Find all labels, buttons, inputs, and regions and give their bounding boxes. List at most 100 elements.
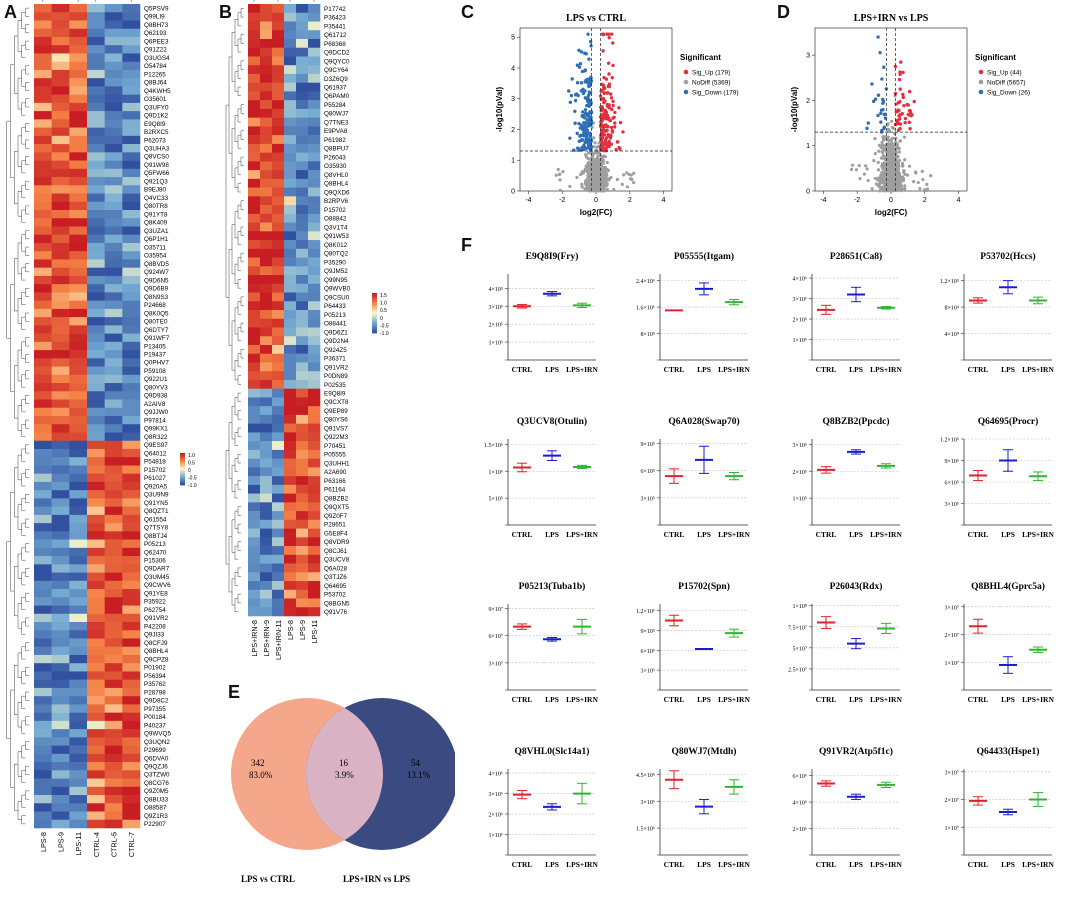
point-nodiff [597,141,601,145]
heatmap-cell [272,222,285,232]
heatmap-cell [87,531,105,540]
point-nodiff [890,167,894,172]
heatmap-cell [51,589,70,598]
dendrogram-branch [17,191,22,217]
point-sig-down [582,133,586,138]
heatmap-row-label: P61164 [324,487,346,494]
heatmap-cell [308,65,321,75]
point-nodiff [595,169,600,173]
heatmap-row-label: Q922M3 [324,434,349,441]
heatmap-cell [104,267,123,277]
dendrogram-branch [25,419,30,429]
point-nodiff [881,189,885,193]
heatmap-row-label: Q8QZT1 [144,508,169,515]
y-tick-label: 1×10⁸ [793,604,807,610]
heatmap-cell [87,300,105,310]
heatmap-cell [122,622,141,631]
dendrogram-branch [25,246,30,256]
point-nodiff [907,164,912,168]
heatmap-cell [34,605,52,615]
heatmap-cell [122,86,141,95]
point-nodiff [857,164,861,168]
heatmap-cell [248,38,261,49]
legend-gradient-step [372,327,377,330]
y-tick-label: 3×10⁷ [945,605,959,611]
point-nodiff [862,172,867,176]
heatmap-cell [260,257,273,267]
venn-left-label: LPS vs CTRL [241,874,295,884]
heatmap-cell [69,720,88,730]
y-tick-label: 0 [511,189,515,196]
heatmap-row-label: Q3TJZ6 [324,574,347,581]
heatmap-row-label: Q8BJ64 [144,80,167,87]
legend-gradient-step [180,455,185,457]
heatmap-row-label: Q924Z5 [324,347,347,354]
heatmap-cell [69,358,88,367]
heatmap-row-label: Q80YS6 [324,417,348,424]
heatmap-row-label: Q91Z22 [144,47,167,54]
heatmap-cell [308,563,321,573]
heatmap-row-label: P0DN89 [324,373,348,380]
heatmap-cell [272,161,285,171]
heatmap-cell [34,366,52,376]
heatmap-cell [308,100,321,110]
heatmap-cell [248,406,261,416]
x-axis-label: log2(FC) [875,208,908,217]
heatmap-cell [248,178,261,188]
heatmap-cell [104,597,123,606]
heatmap-cell [260,414,273,424]
heatmap-cell [69,729,88,738]
heatmap-cell [104,36,123,46]
heatmap-cell [69,111,88,120]
x-tick-label: 0 [889,197,893,204]
legend-marker [978,69,984,75]
heatmap-cell [69,350,88,359]
y-tick-label: 3×10⁵ [945,502,959,508]
heatmap-cell [104,160,123,170]
heatmap-cell [260,38,273,49]
heatmap-cell [69,160,88,170]
point-sig-down [589,79,594,83]
heatmap-cell [296,152,309,162]
heatmap-cell [272,178,285,188]
heatmap-cell [308,581,321,591]
heatmap-cell [308,598,321,608]
heatmap-cell [308,231,321,241]
point-nodiff [593,173,597,177]
y-tick-label: 4.5×10⁶ [636,773,655,779]
heatmap-column-label: LPS+IRN-9 [262,620,271,657]
heatmap-cell [104,556,123,565]
heatmap-cell [34,300,52,310]
heatmap-row-label: P05213 [324,312,346,319]
legend-gradient-step [180,471,185,473]
point-sig-down [568,136,572,140]
heatmap-row-label: E9PVA8 [324,128,348,135]
heatmap-cell [34,498,52,507]
heatmap-cell [69,811,88,821]
heatmap-cell [34,234,52,244]
y-tick-label: 1.2×10⁵ [940,279,959,285]
heatmap-cell [69,308,88,318]
point-nodiff [592,136,596,140]
point-sig-down [573,98,578,103]
y-tick-label: 1.6×10⁶ [636,306,655,312]
heatmap-cell [87,786,105,796]
point-nodiff [916,180,920,185]
venn-overlap-pct: 3.9% [335,770,354,780]
heatmap-row-label: P29699 [144,747,166,754]
point-sig-down [876,93,881,97]
point-nodiff [881,149,885,153]
point-nodiff [876,160,880,165]
heatmap-cell [51,20,70,30]
venn-left-count: 342 [251,758,265,768]
point-sig-down [584,111,588,116]
dendrogram-branch [228,249,232,346]
dendrogram-branch [17,504,22,530]
heatmap-cell [284,213,297,223]
heatmap-cell [51,168,70,178]
heatmap-cell [272,266,285,276]
heatmap-row-label: Q9D8C2 [144,698,169,705]
dendrogram-branch [10,491,15,592]
heatmap-row-label: Q3UFY0 [144,104,169,111]
